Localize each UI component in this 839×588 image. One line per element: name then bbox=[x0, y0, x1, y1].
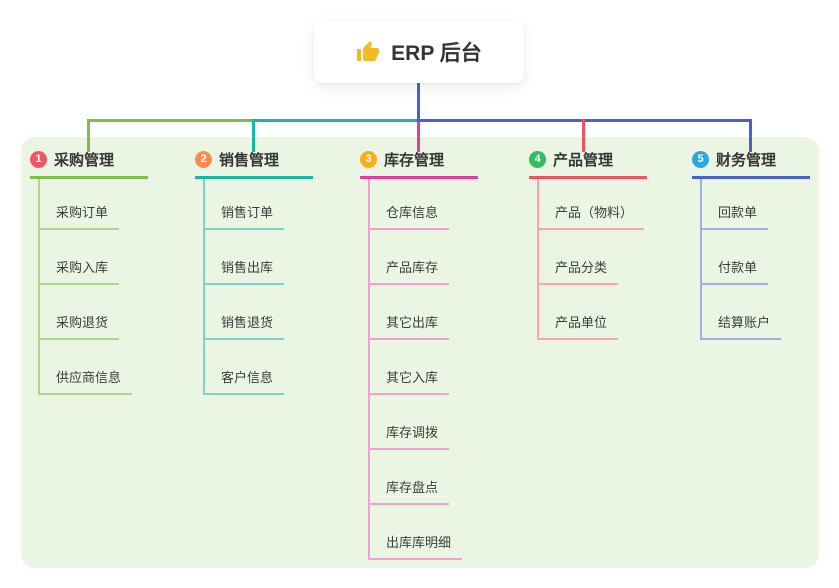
child-label: 采购退货 bbox=[40, 312, 120, 340]
child-node[interactable]: 产品分类 bbox=[539, 230, 686, 285]
branch: 5 财务管理 回款单 付款单 结算账户 bbox=[684, 146, 839, 340]
child-label: 库存调拨 bbox=[370, 422, 450, 450]
root-node[interactable]: ERP 后台 bbox=[314, 21, 524, 83]
child-node[interactable]: 库存盘点 bbox=[370, 450, 517, 505]
branches-panel bbox=[21, 137, 819, 568]
child-label: 付款单 bbox=[702, 257, 769, 285]
child-label: 供应商信息 bbox=[40, 367, 133, 395]
child-label: 产品分类 bbox=[539, 257, 619, 285]
child-node[interactable]: 销售出库 bbox=[205, 230, 352, 285]
child-label: 其它出库 bbox=[370, 312, 450, 340]
branch-label: 销售管理 bbox=[219, 151, 280, 169]
child-label: 出库库明细 bbox=[370, 532, 463, 560]
child-label: 客户信息 bbox=[205, 367, 285, 395]
child-label: 销售出库 bbox=[205, 257, 285, 285]
child-label: 回款单 bbox=[702, 202, 769, 230]
child-node[interactable]: 其它入库 bbox=[370, 340, 517, 395]
branch-connector bbox=[417, 119, 420, 152]
branch: 2 销售管理 销售订单 销售出库 销售退货 客户信息 bbox=[187, 146, 352, 395]
branch-node[interactable]: 3 库存管理 bbox=[360, 146, 478, 179]
branch-children: 产品（物料） 产品分类 产品单位 bbox=[537, 179, 686, 340]
branch-children: 销售订单 销售出库 销售退货 客户信息 bbox=[203, 179, 352, 395]
branch-connector bbox=[749, 119, 752, 152]
child-node[interactable]: 库存调拨 bbox=[370, 395, 517, 450]
bus-segment-1 bbox=[87, 119, 255, 122]
child-node[interactable]: 仓库信息 bbox=[370, 179, 517, 230]
child-node[interactable]: 产品（物料） bbox=[539, 179, 686, 230]
branch: 1 采购管理 采购订单 采购入库 采购退货 供应商信息 bbox=[22, 146, 187, 395]
child-label: 采购订单 bbox=[40, 202, 120, 230]
child-label: 销售退货 bbox=[205, 312, 285, 340]
child-node[interactable]: 供应商信息 bbox=[40, 340, 187, 395]
child-node[interactable]: 产品单位 bbox=[539, 285, 686, 340]
branch-number-badge: 5 bbox=[692, 150, 709, 168]
child-label: 产品单位 bbox=[539, 312, 619, 340]
child-label: 结算账户 bbox=[702, 312, 782, 340]
branch-children: 仓库信息 产品库存 其它出库 其它入库 库存调拨 库存盘点 出库库明细 bbox=[368, 179, 517, 560]
child-label: 采购入库 bbox=[40, 257, 120, 285]
branch-label: 库存管理 bbox=[384, 151, 445, 169]
branch-label: 财务管理 bbox=[716, 151, 777, 169]
branch-number-badge: 4 bbox=[529, 150, 546, 168]
child-label: 仓库信息 bbox=[370, 202, 450, 230]
branch-number-badge: 3 bbox=[360, 150, 377, 168]
child-label: 库存盘点 bbox=[370, 477, 450, 505]
child-node[interactable]: 采购入库 bbox=[40, 230, 187, 285]
branch-connector bbox=[582, 119, 585, 152]
branch-children: 采购订单 采购入库 采购退货 供应商信息 bbox=[38, 179, 187, 395]
child-node[interactable]: 销售订单 bbox=[205, 179, 352, 230]
child-node[interactable]: 其它出库 bbox=[370, 285, 517, 340]
child-label: 产品（物料） bbox=[539, 202, 645, 230]
thumbs-up-icon bbox=[356, 40, 380, 64]
child-label: 产品库存 bbox=[370, 257, 450, 285]
branch: 3 库存管理 仓库信息 产品库存 其它出库 其它入库 库存调拨 库存盘点 出库库… bbox=[352, 146, 517, 560]
root-node-label: ERP 后台 bbox=[391, 42, 482, 65]
branch-node[interactable]: 2 销售管理 bbox=[195, 146, 313, 179]
branch-number-badge: 2 bbox=[195, 150, 212, 168]
branch-node[interactable]: 5 财务管理 bbox=[692, 146, 810, 179]
branch-connector bbox=[87, 119, 90, 152]
child-node[interactable]: 销售退货 bbox=[205, 285, 352, 340]
branch-connector bbox=[252, 119, 255, 152]
branch-label: 采购管理 bbox=[54, 151, 115, 169]
branch: 4 产品管理 产品（物料） 产品分类 产品单位 bbox=[521, 146, 686, 340]
branch-node[interactable]: 1 采购管理 bbox=[30, 146, 148, 179]
child-node[interactable]: 采购退货 bbox=[40, 285, 187, 340]
child-node[interactable]: 回款单 bbox=[702, 179, 839, 230]
branch-children: 回款单 付款单 结算账户 bbox=[700, 179, 839, 340]
branch-label: 产品管理 bbox=[553, 151, 614, 169]
bus-segment-2 bbox=[252, 119, 420, 122]
root-connector bbox=[417, 83, 420, 122]
child-node[interactable]: 采购订单 bbox=[40, 179, 187, 230]
child-label: 其它入库 bbox=[370, 367, 450, 395]
child-node[interactable]: 产品库存 bbox=[370, 230, 517, 285]
branch-number-badge: 1 bbox=[30, 150, 47, 168]
child-node[interactable]: 付款单 bbox=[702, 230, 839, 285]
child-label: 销售订单 bbox=[205, 202, 285, 230]
child-node[interactable]: 结算账户 bbox=[702, 285, 839, 340]
child-node[interactable]: 客户信息 bbox=[205, 340, 352, 395]
branch-node[interactable]: 4 产品管理 bbox=[529, 146, 647, 179]
child-node[interactable]: 出库库明细 bbox=[370, 505, 517, 560]
